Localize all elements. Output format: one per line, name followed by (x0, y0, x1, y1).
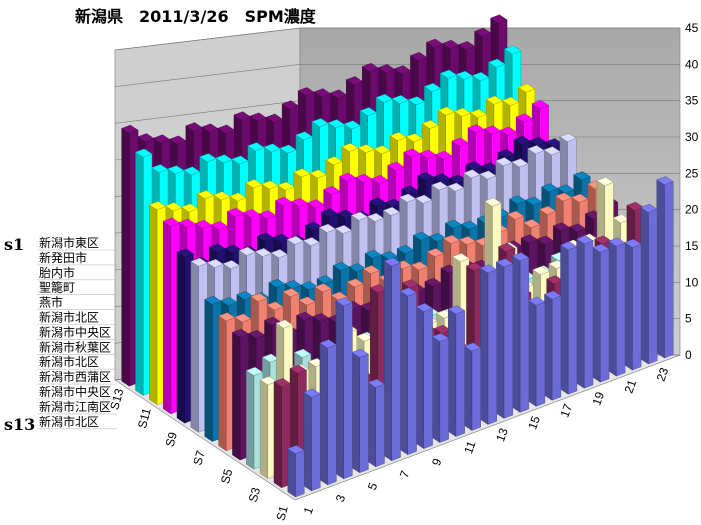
bar-group (121, 14, 674, 498)
station-marker-last: s13 (4, 415, 35, 434)
series-tick-label: S3 (246, 486, 263, 504)
y-tick-label: 5 (685, 312, 692, 326)
series-tick-label: S7 (190, 449, 207, 467)
station-label: 新潟市北区 (39, 354, 99, 369)
bar-S1-h10 (431, 333, 450, 443)
y-axis-ticks: 0 5 10 15 20 25 30 35 40 45 (685, 21, 699, 362)
bar-S1-h17 (544, 290, 562, 401)
bar-S1-h4 (335, 297, 353, 480)
series-tick-label: S11 (135, 406, 154, 430)
bar-S1-h2 (303, 388, 321, 492)
x-tick-label: 11 (461, 439, 479, 456)
x-tick-label: 15 (525, 414, 543, 432)
station-label: 新潟市西蒲区 (39, 369, 111, 384)
station-label: 新潟市江南区 (39, 399, 111, 414)
bar-S1-h5 (351, 348, 369, 474)
x-tick-label: 21 (622, 378, 640, 396)
station-label: 新潟市中央区 (39, 324, 111, 339)
bar-S1-h7 (383, 257, 401, 462)
x-tick-label: 3 (333, 493, 349, 504)
y-tick-label: 35 (685, 94, 699, 108)
y-tick-label: 30 (685, 130, 699, 144)
station-label: 燕市 (39, 295, 63, 310)
y-tick-label: 25 (685, 166, 699, 180)
bar-S1-h13 (479, 264, 498, 425)
x-tick-label: 23 (654, 365, 672, 383)
x-tick-label: 19 (589, 390, 607, 408)
bar-S2-h1 (273, 378, 291, 489)
y-gridline-side (114, 100, 301, 124)
x-tick-label: 17 (557, 402, 575, 420)
bar-S1-h22 (624, 238, 642, 371)
x-tick-label: 9 (429, 456, 445, 467)
series-tick-label: S1 (273, 504, 290, 522)
station-label: 胎内市 (39, 265, 75, 280)
x-tick-label: 5 (365, 480, 381, 491)
bar-S1-h21 (608, 237, 626, 377)
bar-S1-h3 (319, 339, 337, 486)
bar-S1-h12 (463, 342, 482, 431)
bar-S1-h6 (367, 378, 385, 468)
x-tick-label: 13 (493, 426, 511, 444)
bar-S1-h8 (399, 287, 417, 456)
y-tick-label: 45 (685, 21, 699, 35)
bar-S1-h23 (640, 203, 658, 365)
station-label: 新潟市東区 (39, 235, 99, 250)
bar-S1-h19 (576, 235, 594, 389)
station-label: 新発田市 (39, 250, 87, 265)
y-tick-label: 10 (685, 275, 699, 289)
bar-S1-h1 (287, 445, 305, 498)
bar-S9-h1 (176, 248, 194, 424)
series-tick-label: S5 (218, 467, 235, 485)
bar-S1-h11 (447, 305, 466, 437)
bar-S1-h18 (560, 241, 578, 395)
y-tick-label: 40 (685, 57, 699, 71)
station-marker-first: s1 (4, 235, 24, 254)
station-label: 新潟市北区 (39, 414, 99, 429)
bar-S1-h24 (656, 176, 674, 359)
station-label: 聖籠町 (39, 280, 75, 295)
chart-title: 新潟県 2011/3/26 SPM濃度 (75, 7, 317, 26)
station-label: 新潟市北区 (39, 310, 99, 325)
y-tick-label: 15 (685, 239, 699, 253)
bar-S1-h14 (495, 258, 514, 419)
station-label: 新潟市秋葉区 (39, 339, 111, 354)
bar-S1-h15 (511, 252, 530, 413)
bar-S1-h16 (528, 296, 546, 407)
y-gridline-side (114, 27, 301, 51)
y-gridline-side (114, 64, 301, 87)
x-tick-label: 7 (397, 468, 413, 479)
y-tick-label: 20 (685, 203, 699, 217)
bar-S1-h20 (592, 243, 610, 383)
station-label: 新潟市中央区 (39, 384, 111, 399)
y-tick-label: 0 (685, 348, 692, 362)
x-tick-label: 1 (301, 505, 317, 516)
series-tick-label: S9 (163, 430, 180, 448)
station-label-list: 新潟市東区新発田市胎内市聖籠町燕市新潟市北区新潟市中央区新潟市秋葉区新潟市北区新… (37, 235, 117, 430)
bar-S1-h9 (415, 303, 434, 449)
